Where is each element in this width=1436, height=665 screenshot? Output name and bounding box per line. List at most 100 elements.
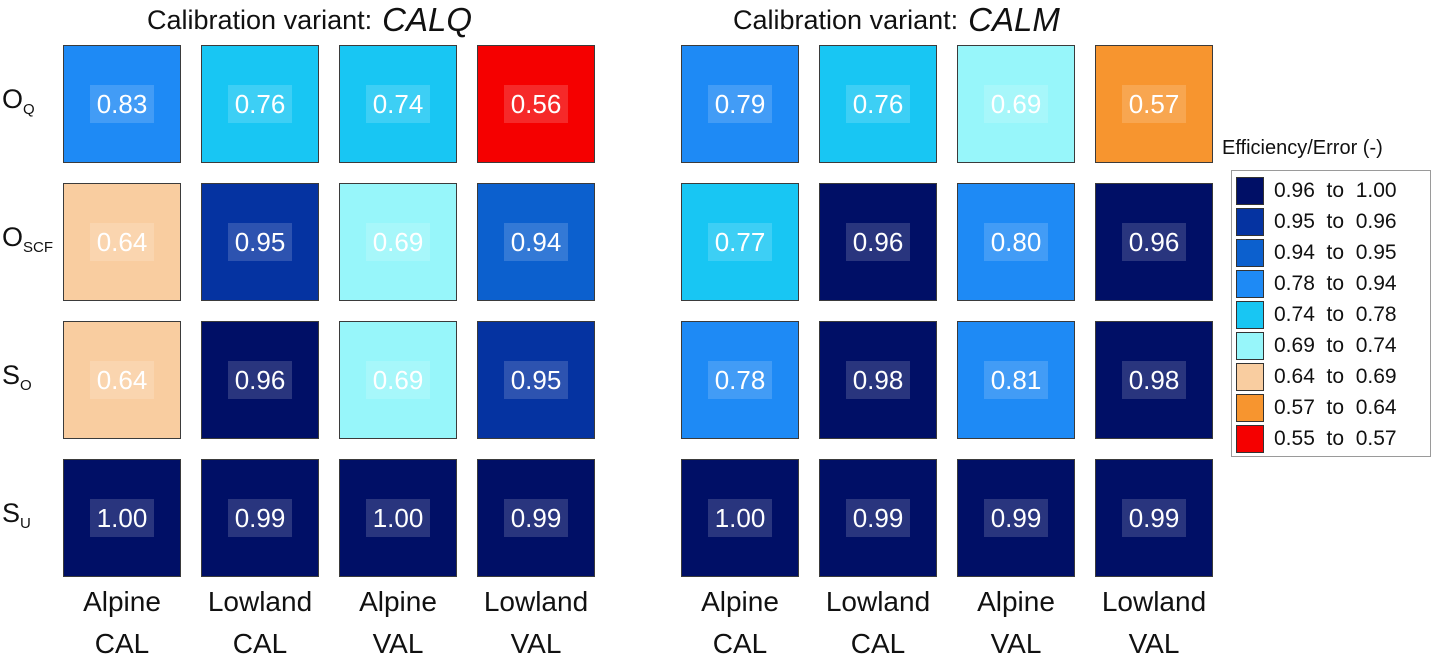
row-label-subscript: O bbox=[20, 377, 32, 394]
column-label-line1: Lowland bbox=[207, 586, 313, 617]
legend-item: 0.95 to 0.96 bbox=[1236, 206, 1397, 237]
legend-range-label: 0.78 to 0.94 bbox=[1274, 271, 1397, 295]
column-label-line1: Alpine bbox=[977, 586, 1055, 617]
cell-value-label: 0.96 bbox=[845, 223, 911, 261]
legend-range-label: 0.96 to 1.00 bbox=[1274, 178, 1397, 202]
column-label-line2: CAL bbox=[712, 628, 768, 659]
cell-value-label: 0.83 bbox=[89, 85, 155, 123]
legend-range-label: 0.64 to 0.69 bbox=[1274, 364, 1397, 388]
cell-value-label: 0.78 bbox=[707, 361, 773, 399]
heatmap-cell: 0.99 bbox=[477, 459, 595, 577]
column-label: Alpine VAL bbox=[328, 581, 468, 665]
cell-value-label: 0.56 bbox=[503, 85, 569, 123]
heatmap-cell: 0.80 bbox=[957, 183, 1075, 301]
row-label: OQ bbox=[2, 84, 62, 118]
cell-value-label: 0.76 bbox=[227, 85, 293, 123]
legend-range-label: 0.57 to 0.64 bbox=[1274, 395, 1397, 419]
cell-value-label: 0.95 bbox=[503, 361, 569, 399]
heatmap-cell: 0.78 bbox=[681, 321, 799, 439]
heatmap-cell: 0.64 bbox=[63, 183, 181, 301]
heatmap-cell: 0.98 bbox=[819, 321, 937, 439]
cell-value-label: 0.98 bbox=[1121, 361, 1187, 399]
heatmap-cell: 0.79 bbox=[681, 45, 799, 163]
row-label-subscript: Q bbox=[23, 101, 35, 118]
heatmap-cell: 0.96 bbox=[1095, 183, 1213, 301]
heatmap-cell: 0.99 bbox=[819, 459, 937, 577]
heatmap-cell: 0.74 bbox=[339, 45, 457, 163]
legend-swatch bbox=[1236, 269, 1264, 298]
cell-value-label: 0.79 bbox=[707, 85, 773, 123]
heatmap-cell: 0.76 bbox=[819, 45, 937, 163]
heatmap-cell: 0.95 bbox=[477, 321, 595, 439]
heatmap-cell: 0.98 bbox=[1095, 321, 1213, 439]
cell-value-label: 1.00 bbox=[89, 499, 155, 537]
column-label: Lowland VAL bbox=[466, 581, 606, 665]
row-label: SO bbox=[2, 360, 62, 394]
cell-value-label: 1.00 bbox=[365, 499, 431, 537]
column-label-line1: Alpine bbox=[359, 586, 437, 617]
panel-title: Calibration variant: CALM bbox=[733, 0, 1060, 40]
panel-title-prefix: Calibration variant: bbox=[733, 4, 959, 35]
panel-title: Calibration variant: CALQ bbox=[147, 0, 472, 40]
cell-value-label: 0.64 bbox=[89, 223, 155, 261]
heatmap-cell: 0.64 bbox=[63, 321, 181, 439]
column-label-line1: Alpine bbox=[83, 586, 161, 617]
heatmap-cell: 0.81 bbox=[957, 321, 1075, 439]
row-label: OSCF bbox=[2, 222, 62, 256]
column-label-line2: VAL bbox=[372, 628, 424, 659]
row-label-symbol: O bbox=[2, 84, 24, 114]
row-label: SU bbox=[2, 498, 62, 532]
column-label-line1: Lowland bbox=[1101, 586, 1207, 617]
column-label: Lowland VAL bbox=[1084, 581, 1224, 665]
row-label-subscript: SCF bbox=[23, 239, 54, 256]
heatmap-cell: 1.00 bbox=[63, 459, 181, 577]
heatmap-cell: 1.00 bbox=[681, 459, 799, 577]
column-label-line2: CAL bbox=[232, 628, 288, 659]
legend-swatch bbox=[1236, 176, 1264, 205]
row-label-symbol: S bbox=[2, 498, 21, 528]
column-label: Alpine VAL bbox=[946, 581, 1086, 665]
column-label-line2: VAL bbox=[1128, 628, 1180, 659]
column-label: Lowland CAL bbox=[190, 581, 330, 665]
legend-range-label: 0.55 to 0.57 bbox=[1274, 426, 1397, 450]
legend-swatch bbox=[1236, 238, 1264, 267]
heatmap-cell: 0.76 bbox=[201, 45, 319, 163]
legend-swatch bbox=[1236, 424, 1264, 453]
cell-value-label: 0.94 bbox=[503, 223, 569, 261]
heatmap-cell: 0.96 bbox=[201, 321, 319, 439]
cell-value-label: 1.00 bbox=[707, 499, 773, 537]
cell-value-label: 0.99 bbox=[1121, 499, 1187, 537]
legend-range-label: 0.94 to 0.95 bbox=[1274, 240, 1397, 264]
cell-value-label: 0.96 bbox=[1121, 223, 1187, 261]
heatmap-cell: 0.96 bbox=[819, 183, 937, 301]
column-label-line2: VAL bbox=[990, 628, 1042, 659]
cell-value-label: 0.74 bbox=[365, 85, 431, 123]
heatmap-cell: 1.00 bbox=[339, 459, 457, 577]
heatmap-cell: 0.69 bbox=[957, 45, 1075, 163]
cell-value-label: 0.96 bbox=[227, 361, 293, 399]
legend-swatch bbox=[1236, 393, 1264, 422]
column-label-line2: CAL bbox=[850, 628, 906, 659]
cell-value-label: 0.99 bbox=[983, 499, 1049, 537]
cell-value-label: 0.99 bbox=[845, 499, 911, 537]
row-label-symbol: O bbox=[2, 222, 24, 252]
cell-value-label: 0.64 bbox=[89, 361, 155, 399]
panel-title-prefix: Calibration variant: bbox=[147, 4, 373, 35]
legend-range-label: 0.95 to 0.96 bbox=[1274, 209, 1397, 233]
cell-value-label: 0.69 bbox=[983, 85, 1049, 123]
heatmap-cell: 0.83 bbox=[63, 45, 181, 163]
column-label: Lowland CAL bbox=[808, 581, 948, 665]
panel-title-variant: CALQ bbox=[382, 1, 472, 38]
cell-value-label: 0.77 bbox=[707, 223, 773, 261]
column-label-line2: VAL bbox=[510, 628, 562, 659]
legend: 0.96 to 1.00 0.95 to 0.96 0.94 to 0.95 0.78… bbox=[1231, 170, 1431, 457]
legend-item: 0.94 to 0.95 bbox=[1236, 237, 1397, 268]
column-label-line1: Alpine bbox=[701, 586, 779, 617]
cell-value-label: 0.80 bbox=[983, 223, 1049, 261]
heatmap-cell: 0.99 bbox=[957, 459, 1075, 577]
cell-value-label: 0.69 bbox=[365, 361, 431, 399]
heatmap-cell: 0.99 bbox=[201, 459, 319, 577]
cell-value-label: 0.69 bbox=[365, 223, 431, 261]
cell-value-label: 0.98 bbox=[845, 361, 911, 399]
